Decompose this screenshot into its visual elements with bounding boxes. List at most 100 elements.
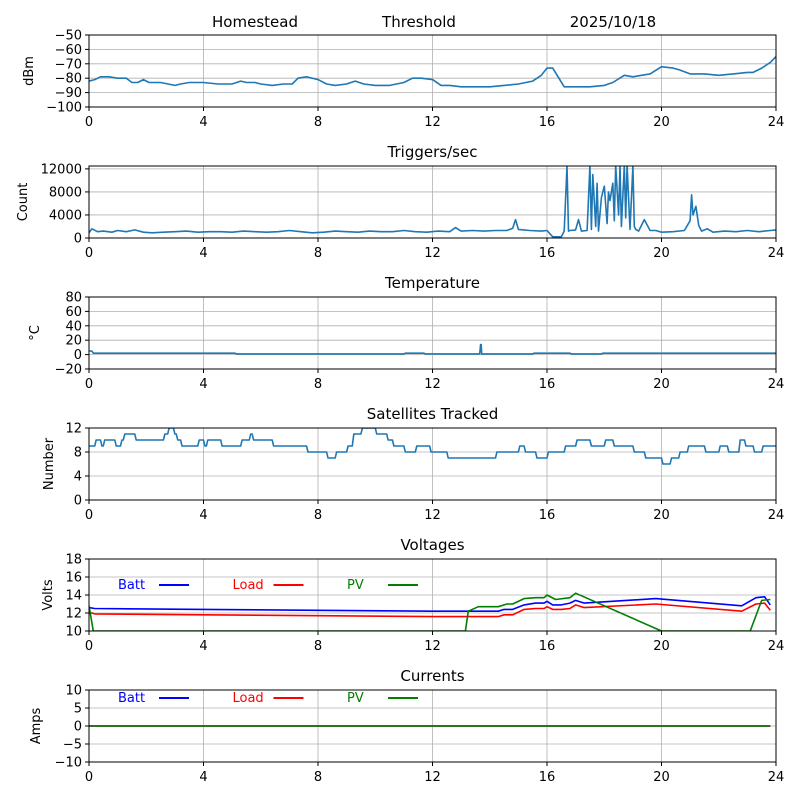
- x-tick-label: 24: [768, 508, 785, 523]
- x-tick-label: 0: [85, 770, 93, 785]
- series-line-triggers: [89, 166, 776, 238]
- x-tick-label: 16: [539, 246, 556, 261]
- y-tick-label: 60: [65, 305, 82, 320]
- x-tick-label: 8: [314, 377, 322, 392]
- legend-label-pv: PV: [347, 578, 364, 593]
- series-group: [89, 166, 776, 238]
- x-tick-label: 8: [314, 770, 322, 785]
- legend-label-pv: PV: [347, 691, 364, 706]
- x-tick-label: 12: [424, 115, 441, 130]
- legend: Batt Load PV: [118, 578, 418, 593]
- panel-title: Triggers/sec: [387, 143, 478, 161]
- legend: Batt Load PV: [118, 691, 418, 706]
- series-line-batt: [89, 595, 771, 613]
- header-mode: Threshold: [381, 13, 456, 31]
- x-tick-label: 0: [85, 508, 93, 523]
- series-line-signal: [89, 56, 776, 88]
- x-tick-label: 24: [768, 770, 785, 785]
- panel-title: Satellites Tracked: [367, 405, 498, 423]
- y-tick-label: −20: [55, 363, 82, 378]
- panel-triggers: 0 4 8 12 16 20 24 0 4000 8000 12000 Triggers/sec Cou…: [16, 143, 784, 261]
- y-tick-label: 12000: [41, 162, 82, 177]
- x-tick-label: 12: [424, 770, 441, 785]
- legend-label-batt: Batt: [118, 578, 145, 593]
- y-tick-label: 8: [74, 446, 82, 461]
- y-tick-label: −10: [55, 756, 82, 771]
- panel-title: Temperature: [384, 274, 480, 292]
- series-line-pv: [89, 592, 771, 631]
- y-axis-label: dBm: [22, 56, 37, 86]
- y-tick-label: 8000: [49, 185, 82, 200]
- x-tick-label: 4: [199, 115, 207, 130]
- y-tick-label: 14: [65, 589, 82, 604]
- x-tick-label: 16: [539, 115, 556, 130]
- x-tick-label: 16: [539, 770, 556, 785]
- panel-signal: 0 4 8 12 16 20 24 −100−90−80−70−60−50 dBm: [22, 29, 784, 131]
- y-tick-label: 40: [65, 319, 82, 334]
- y-axis-label: °C: [28, 325, 43, 341]
- series-line-temperature: [89, 343, 776, 355]
- x-tick-label: 12: [424, 377, 441, 392]
- grid: [88, 427, 777, 501]
- x-tick-label: 12: [424, 246, 441, 261]
- y-tick-label: 4000: [49, 208, 82, 223]
- series-group: [89, 428, 776, 465]
- header: Homestead Threshold 2025/10/18: [212, 13, 656, 31]
- x-tick-label: 20: [653, 246, 670, 261]
- y-tick-label: −100: [46, 101, 82, 116]
- x-tick-label: 4: [199, 770, 207, 785]
- header-date: 2025/10/18: [570, 13, 656, 31]
- x-tick-label: 8: [314, 246, 322, 261]
- y-tick-label: 80: [65, 291, 82, 306]
- panel-title: Voltages: [400, 536, 464, 554]
- x-tick-label: 20: [653, 639, 670, 654]
- x-tick-label: 16: [539, 377, 556, 392]
- legend-label-batt: Batt: [118, 691, 145, 706]
- x-tick-label: 4: [199, 377, 207, 392]
- y-tick-label: 0: [74, 232, 82, 247]
- y-axis-label: Count: [16, 183, 31, 222]
- legend-label-load: Load: [233, 578, 264, 593]
- x-tick-label: 4: [199, 246, 207, 261]
- y-tick-label: 16: [65, 571, 82, 586]
- y-axis-label: Amps: [29, 707, 44, 744]
- x-tick-label: 12: [424, 639, 441, 654]
- grid: [88, 296, 777, 370]
- x-tick-label: 16: [539, 639, 556, 654]
- y-tick-label: 0: [74, 494, 82, 509]
- x-tick-label: 4: [199, 639, 207, 654]
- x-tick-label: 0: [85, 639, 93, 654]
- y-tick-label: 4: [74, 470, 82, 485]
- x-tick-label: 24: [768, 377, 785, 392]
- x-tick-label: 24: [768, 639, 785, 654]
- y-tick-label: −70: [55, 57, 82, 72]
- x-tick-label: 8: [314, 639, 322, 654]
- y-tick-label: −5: [63, 738, 82, 753]
- panel-title: Currents: [400, 667, 464, 685]
- panel-voltages: 0 4 8 12 16 20 24 10 12 14 16 18 Voltages Volts Batt Lo…: [41, 536, 784, 654]
- y-tick-label: −90: [55, 86, 82, 101]
- x-tick-label: 20: [653, 115, 670, 130]
- x-tick-label: 0: [85, 115, 93, 130]
- y-tick-label: 0: [74, 348, 82, 363]
- y-axis-label: Number: [42, 437, 57, 490]
- y-tick-label: −60: [55, 43, 82, 58]
- grid: [88, 558, 777, 632]
- series-group: [89, 56, 776, 88]
- y-tick-label: 20: [65, 334, 82, 349]
- series-group: [89, 343, 776, 355]
- legend-label-load: Load: [233, 691, 264, 706]
- x-tick-label: 8: [314, 508, 322, 523]
- series-line-load: [89, 602, 771, 618]
- y-axis-label: Volts: [41, 579, 56, 611]
- header-site: Homestead: [212, 13, 298, 31]
- x-tick-label: 20: [653, 770, 670, 785]
- x-tick-label: 20: [653, 377, 670, 392]
- y-tick-label: 0: [74, 720, 82, 735]
- x-tick-label: 24: [768, 246, 785, 261]
- y-tick-label: 10: [65, 625, 82, 640]
- panel-currents: 0 4 8 12 16 20 24 −10 −5 0 5 10 Currents Amps Batt Load…: [29, 667, 784, 785]
- y-tick-label: 5: [74, 702, 82, 717]
